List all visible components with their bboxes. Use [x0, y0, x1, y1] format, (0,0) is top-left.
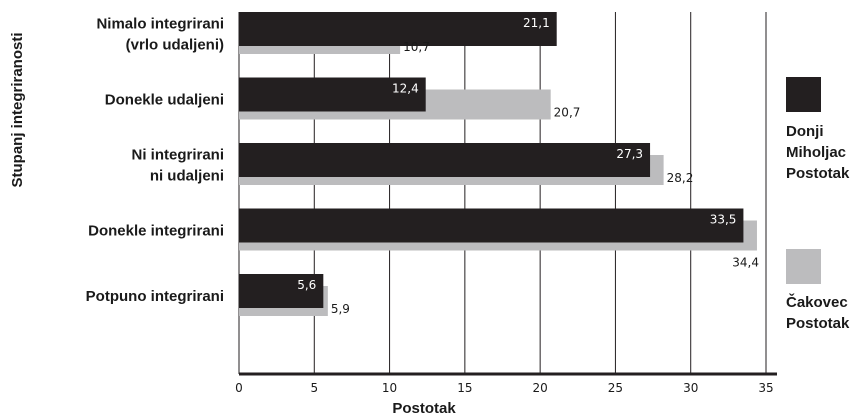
bar-donji-miholjac — [239, 274, 324, 308]
x-tick-labels: 0 5 10 15 20 25 30 35 — [235, 381, 773, 395]
category-labels: Nimalo integrirani (vrlo udaljeni) Donekle… — [86, 16, 224, 306]
value-label-cakovec: 5,9 — [331, 302, 350, 316]
value-label-donji-miholjac: 27,3 — [616, 147, 643, 161]
value-label-donji-miholjac: 21,1 — [523, 16, 550, 30]
x-tick-label: 25 — [608, 381, 623, 395]
legend: Donji Miholjac Postotak Čakovec Postotak — [786, 77, 850, 332]
value-labels: 21,1 10,7 12,4 20,7 27,3 28,2 33,5 34,4 5,6 5,9 — [297, 16, 759, 316]
bar-donji-miholjac — [239, 12, 557, 46]
value-label-donji-miholjac: 5,6 — [297, 278, 316, 292]
x-tick-label: 20 — [533, 381, 548, 395]
legend-item-cakovec: Čakovec Postotak — [786, 249, 850, 332]
category-label: Ni integrirani ni udaljeni — [131, 147, 224, 185]
category-label: Donekle udaljeni — [105, 92, 224, 109]
x-tick-label: 30 — [683, 381, 698, 395]
value-label-donji-miholjac: 33,5 — [710, 213, 737, 227]
legend-label: Donji Miholjac Postotak — [786, 123, 850, 182]
bars — [239, 12, 757, 316]
y-axis-title: Stupanj integriranosti — [9, 32, 26, 187]
bar-donji-miholjac — [239, 208, 744, 243]
category-label: Donekle integrirani — [88, 223, 224, 240]
legend-swatch — [786, 249, 821, 284]
value-label-cakovec: 10,7 — [403, 40, 430, 54]
value-label-cakovec: 34,4 — [732, 256, 759, 270]
grid-lines — [238, 12, 767, 374]
value-label-donji-miholjac: 12,4 — [392, 82, 419, 96]
category-label: Potpuno integrirani — [86, 288, 224, 305]
legend-item-donji-miholjac: Donji Miholjac Postotak — [786, 77, 850, 182]
x-tick-label: 35 — [758, 381, 773, 395]
bar-donji-miholjac — [239, 77, 426, 112]
bar-donji-miholjac — [239, 143, 651, 177]
legend-swatch — [786, 77, 821, 112]
legend-label: Čakovec Postotak — [786, 293, 850, 332]
x-tick-label: 10 — [382, 381, 397, 395]
x-tick-label: 0 — [235, 381, 243, 395]
x-tick-label: 15 — [457, 381, 472, 395]
category-label: Nimalo integrirani (vrlo udaljeni) — [96, 16, 224, 54]
value-label-cakovec: 28,2 — [667, 171, 694, 185]
value-label-cakovec: 20,7 — [554, 106, 581, 120]
x-axis-title: Postotak — [392, 400, 456, 417]
x-tick-label: 5 — [310, 381, 318, 395]
